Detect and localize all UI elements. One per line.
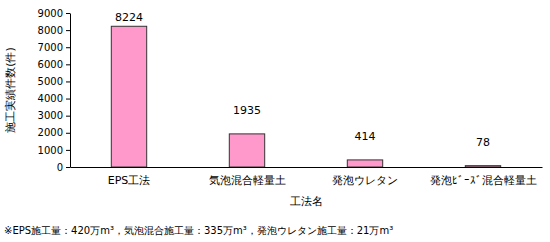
tick-label: 2000 bbox=[38, 127, 63, 138]
tick: 3000 bbox=[38, 110, 70, 121]
tick-label: 4000 bbox=[38, 93, 63, 104]
tick-label: 5000 bbox=[38, 76, 63, 87]
tick: 0 bbox=[57, 162, 70, 173]
y-axis-title: 施工実績件数(件) bbox=[4, 47, 17, 133]
tick: 9000 bbox=[38, 8, 70, 19]
tick-mark bbox=[66, 13, 70, 14]
tick-mark bbox=[66, 30, 70, 31]
tick-label: 8000 bbox=[38, 25, 63, 36]
data-label: 1935 bbox=[233, 104, 261, 117]
tick-label: 6000 bbox=[38, 59, 63, 70]
axis-line bbox=[70, 14, 71, 168]
bar bbox=[465, 166, 500, 167]
tick-label: 発泡ﾋﾞｰｽﾞ混合軽量土 bbox=[430, 174, 537, 187]
tick: 7000 bbox=[38, 42, 70, 53]
tick-label: 3000 bbox=[38, 110, 63, 121]
y-axis: 0 1000 2000 3000 4000 5000 6000 7000 8000 9000 bbox=[38, 8, 71, 173]
tick-mark bbox=[66, 116, 70, 117]
annotation: ※EPS施工量：420万m³，気泡混合施工量：335万m³，発泡ウレタン施工量：… bbox=[4, 225, 393, 236]
tick: EPS工法 bbox=[108, 167, 151, 187]
data-label: 414 bbox=[355, 130, 376, 143]
tick-mark bbox=[66, 133, 70, 134]
x-axis-title: 工法名 bbox=[290, 195, 323, 208]
bar bbox=[229, 134, 264, 167]
data-label: 78 bbox=[476, 136, 490, 149]
tick-label: 9000 bbox=[38, 8, 63, 19]
tick: 1000 bbox=[38, 145, 70, 156]
tick-label: 0 bbox=[57, 162, 63, 173]
bars bbox=[111, 26, 500, 167]
x-axis: EPS工法 気泡混合軽量土 発泡ウレタン 発泡ﾋﾞｰｽﾞ混合軽量土 bbox=[71, 167, 543, 187]
tick-mark bbox=[66, 99, 70, 100]
tick-label: 気泡混合軽量土 bbox=[209, 174, 286, 187]
data-labels: 8224 1935 414 78 bbox=[115, 11, 490, 148]
tick-label: 発泡ウレタン bbox=[332, 174, 398, 187]
tick-mark bbox=[66, 150, 70, 151]
tick: 発泡ウレタン bbox=[332, 167, 398, 187]
tick: 8000 bbox=[38, 25, 70, 36]
plot: 8224 1935 414 78 0 1000 2000 3000 4000 5000 6000 70… bbox=[38, 8, 543, 187]
tick-mark bbox=[66, 64, 70, 65]
tick-label: EPS工法 bbox=[108, 174, 151, 187]
tick: 発泡ﾋﾞｰｽﾞ混合軽量土 bbox=[430, 167, 537, 187]
chart: 8224 1935 414 78 0 1000 2000 3000 4000 5000 6000 70… bbox=[0, 0, 550, 242]
tick: 気泡混合軽量土 bbox=[209, 167, 286, 187]
bar bbox=[111, 26, 146, 167]
tick-mark bbox=[66, 47, 70, 48]
tick: 6000 bbox=[38, 59, 70, 70]
tick-mark bbox=[66, 81, 70, 82]
tick: 2000 bbox=[38, 127, 70, 138]
tick-label: 7000 bbox=[38, 42, 63, 53]
bar bbox=[347, 160, 382, 167]
data-label: 8224 bbox=[115, 11, 143, 24]
tick-mark bbox=[66, 167, 70, 168]
axis-line bbox=[71, 167, 543, 168]
tick: 5000 bbox=[38, 76, 70, 87]
tick: 4000 bbox=[38, 93, 70, 104]
tick-label: 1000 bbox=[38, 145, 63, 156]
